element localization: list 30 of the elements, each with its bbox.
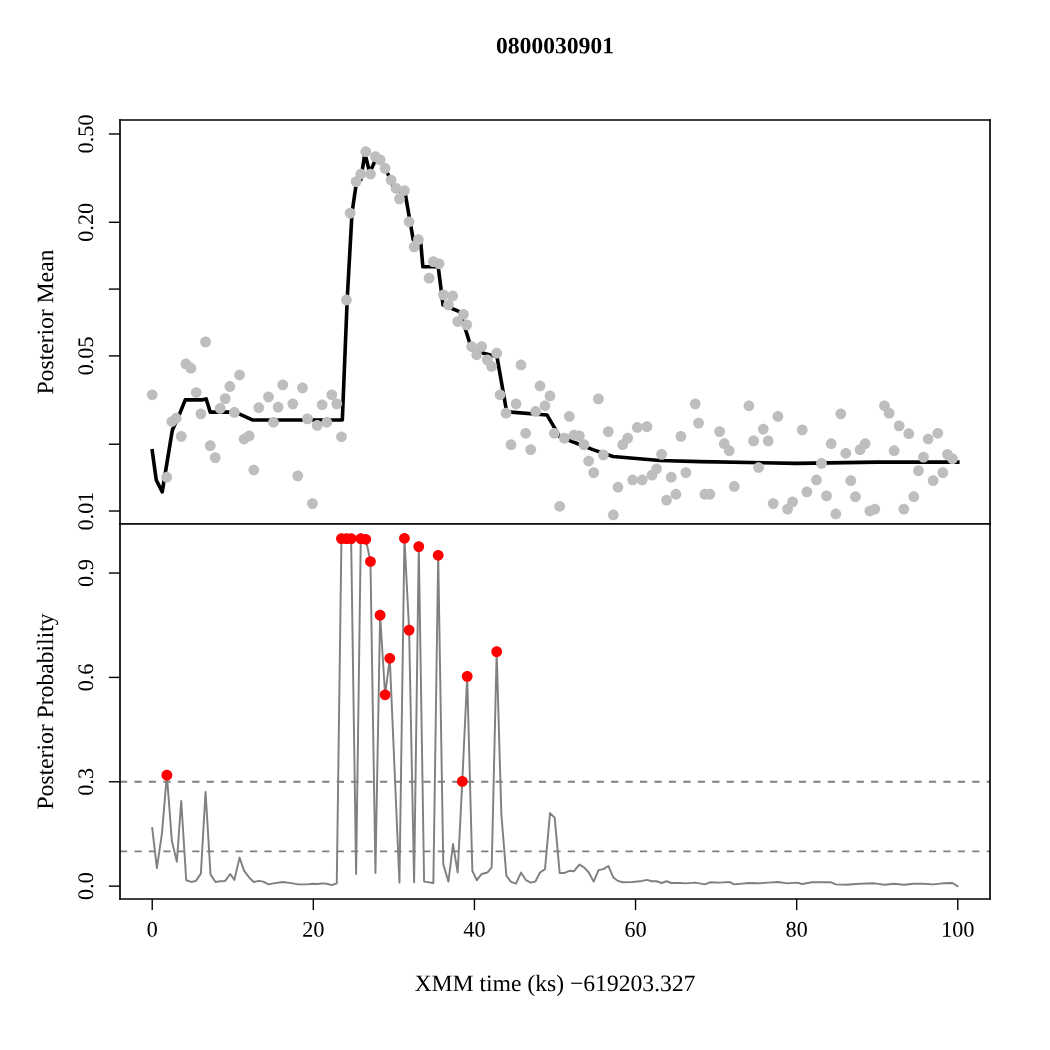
chart-title: 0800030901: [496, 37, 613, 54]
y-tick-label: 0.9: [78, 560, 94, 587]
point: [403, 624, 415, 636]
point: [365, 556, 376, 567]
x-tick-label: 40: [463, 921, 485, 937]
x-tick-label: 100: [943, 921, 974, 937]
point: [491, 646, 503, 658]
point: [461, 670, 473, 682]
point: [384, 652, 396, 664]
y-tick-label: 0.05: [78, 337, 94, 375]
x-tick-label: 0: [147, 921, 157, 937]
point: [432, 549, 444, 561]
point: [161, 769, 173, 781]
point: [374, 609, 386, 621]
x-axis-title: XMM time (ks) −619203.327: [415, 974, 695, 997]
y-tick-label: 0.6: [78, 664, 94, 691]
y-tick-label: 0.50: [78, 115, 94, 153]
x-tick-label: 60: [625, 921, 646, 937]
point: [379, 689, 391, 701]
y-tick-label: 0.0: [78, 873, 94, 900]
x-tick-label: 20: [303, 921, 324, 937]
y-tick-label: 0.01: [78, 492, 94, 530]
y-tick-label: 0.3: [78, 768, 94, 795]
point: [456, 776, 468, 787]
y-axis-title: Posterior Probability: [36, 613, 59, 809]
x-tick-label: 80: [786, 921, 807, 937]
y-axis-title: Posterior Mean: [37, 249, 54, 394]
point: [399, 532, 410, 544]
point: [413, 541, 425, 552]
y-tick-label: 0.20: [78, 203, 94, 241]
